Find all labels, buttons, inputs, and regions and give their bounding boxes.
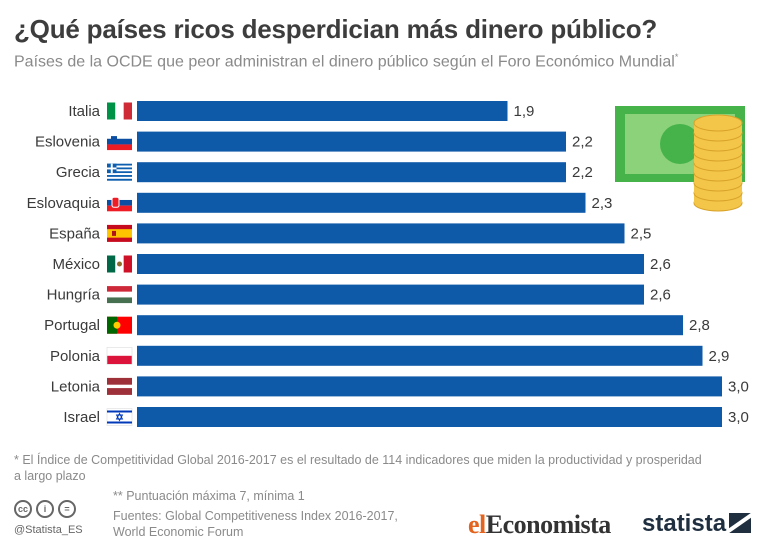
subtitle-text: Países de la OCDE que peor administran e… [14,53,675,71]
bar [137,407,722,427]
cc-icon: cc [14,500,32,518]
eleconomista-logo-el: el [468,510,486,539]
subtitle-mark: * [674,52,679,62]
bar [137,162,566,183]
flag-icon [107,102,132,120]
category-label: Polonia [50,348,101,365]
value-label: 2,9 [709,348,730,365]
flag-icon [107,194,132,212]
no-derivatives-icon: = [58,500,76,518]
value-label: 2,6 [650,287,671,304]
money-coins-icon [615,106,745,212]
category-label: Israel [63,409,100,426]
attribution-icon: i [36,500,54,518]
bar-chart: Italia 1,9 Eslovenia 2,2 Grecia 2,2 Eslovaquia… [27,101,749,427]
flag-icon [107,133,132,151]
flag-icon [107,163,132,181]
footnote-score: ** Puntuación máxima 7, mínima 1 [113,489,305,503]
bar [137,101,508,121]
statista-logo[interactable]: statista [642,510,752,538]
flag-icon [107,255,132,273]
value-label: 2,5 [631,225,652,242]
flag-icon [107,224,132,242]
category-label: Letonia [51,378,101,395]
flag-icon [106,346,133,365]
twitter-handle[interactable]: @Statista_ES [14,524,83,536]
value-label: 2,6 [650,256,671,273]
page-title: ¿Qué países ricos desperdician más diner… [14,14,658,44]
bar [137,192,586,213]
bar [137,315,683,336]
value-label: 2,3 [592,195,613,212]
source: Fuentes: Global Competitiveness Index 20… [113,508,398,540]
value-label: 3,0 [728,378,749,395]
source-line-1: Fuentes: Global Competitiveness Index 20… [113,509,398,523]
value-label: 2,2 [572,134,593,151]
bar [137,345,703,366]
flag-icon [107,377,132,395]
page-subtitle: Países de la OCDE que peor administran e… [14,52,678,71]
bar [137,254,644,274]
category-label: Grecia [56,164,101,181]
source-line-2: World Economic Forum [113,525,244,539]
creative-commons-icons: cc i = [14,500,76,518]
flag-icon [107,316,132,334]
flag-icon [106,408,133,426]
value-label: 3,0 [728,409,749,426]
value-label: 2,2 [572,164,593,181]
category-label: México [52,256,100,273]
value-label: 2,8 [689,317,710,334]
bar [137,376,722,397]
category-label: Portugal [44,317,100,334]
eleconomista-logo[interactable]: elEconomista [468,510,611,540]
bar [137,284,644,305]
flag-icon [107,286,132,304]
category-label: Eslovenia [35,134,101,151]
bar [137,223,625,244]
category-label: Eslovaquia [27,195,101,212]
category-label: España [49,225,101,242]
statista-logo-icon [729,513,752,533]
category-label: Italia [68,103,100,120]
value-label: 1,9 [514,103,535,120]
category-label: Hungría [47,287,101,304]
bar [137,131,566,152]
footnote-index: * El Índice de Competitividad Global 201… [14,453,702,483]
eleconomista-logo-name: Economista [485,510,612,539]
statista-logo-text: statista [642,510,727,537]
